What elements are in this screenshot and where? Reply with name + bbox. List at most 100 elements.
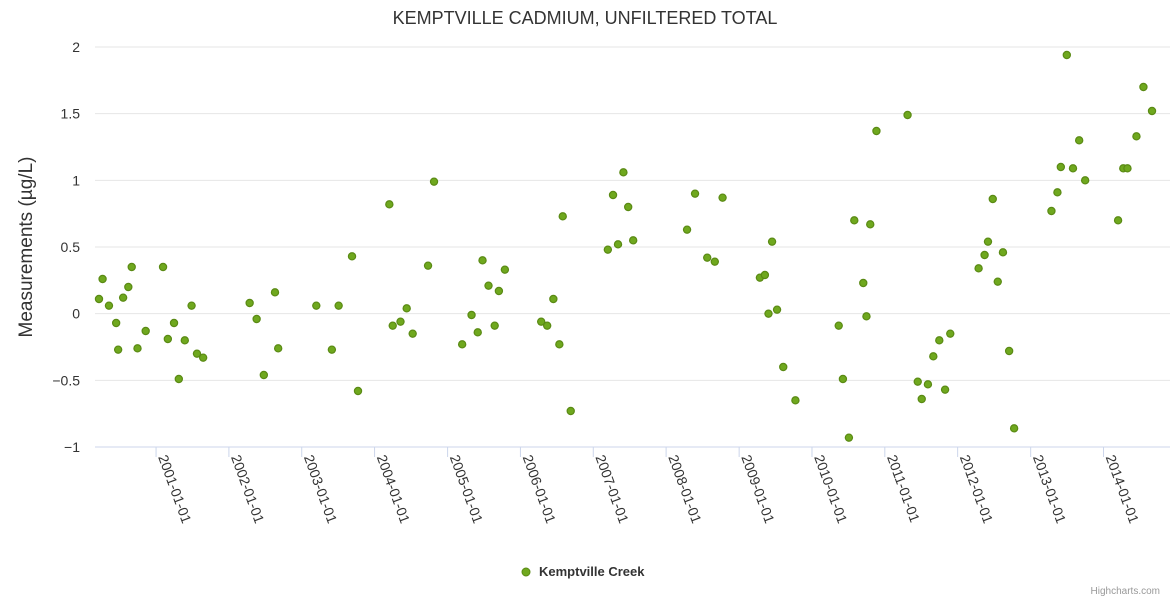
data-point[interactable]	[872, 126, 881, 136]
data-point[interactable]	[862, 312, 871, 321]
data-point[interactable]	[844, 433, 854, 442]
data-point[interactable]	[1074, 136, 1084, 145]
data-point[interactable]	[779, 362, 788, 372]
data-point[interactable]	[312, 301, 321, 310]
data-point[interactable]	[478, 256, 487, 265]
data-point[interactable]	[923, 380, 933, 389]
data-point[interactable]	[347, 252, 357, 261]
data-point[interactable]	[710, 257, 720, 266]
data-point[interactable]	[1068, 164, 1078, 173]
data-point[interactable]	[245, 298, 254, 308]
data-point[interactable]	[198, 353, 208, 362]
data-point[interactable]	[163, 334, 173, 344]
data-point[interactable]	[467, 310, 476, 320]
data-point[interactable]	[192, 349, 202, 358]
data-point[interactable]	[259, 370, 269, 380]
data-point[interactable]	[141, 326, 150, 336]
data-point[interactable]	[760, 270, 770, 280]
data-point[interactable]	[993, 277, 1002, 286]
data-point[interactable]	[1147, 106, 1157, 116]
data-point[interactable]	[772, 305, 782, 314]
data-point[interactable]	[929, 352, 938, 361]
data-point[interactable]	[998, 248, 1008, 257]
data-point[interactable]	[1113, 216, 1123, 225]
data-point[interactable]	[838, 374, 848, 384]
data-point[interactable]	[327, 345, 337, 354]
data-point[interactable]	[764, 309, 773, 318]
data-point[interactable]	[174, 374, 184, 384]
data-point[interactable]	[429, 177, 439, 186]
data-point[interactable]	[98, 274, 107, 284]
data-point[interactable]	[613, 240, 623, 249]
data-point[interactable]	[1062, 50, 1072, 60]
data-point[interactable]	[113, 345, 123, 354]
data-point[interactable]	[94, 294, 104, 304]
data-point[interactable]	[500, 265, 510, 274]
data-point[interactable]	[988, 194, 997, 204]
data-point[interactable]	[767, 237, 777, 246]
data-point[interactable]	[549, 294, 558, 304]
data-point[interactable]	[484, 281, 493, 290]
data-point[interactable]	[913, 377, 922, 386]
data-point[interactable]	[111, 318, 121, 328]
data-point[interactable]	[974, 264, 983, 273]
data-point[interactable]	[273, 344, 283, 353]
data-point[interactable]	[834, 321, 843, 330]
data-point[interactable]	[946, 329, 955, 338]
legend[interactable]: Kemptville Creek	[521, 564, 645, 579]
data-point[interactable]	[127, 262, 136, 272]
data-point[interactable]	[187, 301, 196, 310]
data-point[interactable]	[402, 304, 411, 313]
data-point[interactable]	[1004, 346, 1014, 356]
data-point[interactable]	[396, 317, 405, 326]
data-point[interactable]	[917, 394, 926, 404]
data-point[interactable]	[1047, 206, 1056, 216]
data-point[interactable]	[682, 225, 692, 234]
data-point[interactable]	[169, 318, 179, 328]
data-point[interactable]	[542, 321, 552, 330]
data-point[interactable]	[334, 301, 343, 310]
data-point[interactable]	[457, 340, 467, 349]
data-point[interactable]	[558, 212, 567, 221]
data-point[interactable]	[940, 385, 950, 394]
data-point[interactable]	[603, 245, 613, 254]
legend-label[interactable]: Kemptville Creek	[539, 564, 645, 579]
data-point[interactable]	[903, 110, 912, 120]
data-point[interactable]	[423, 261, 433, 270]
data-point[interactable]	[628, 236, 638, 245]
data-point[interactable]	[983, 237, 993, 246]
data-point[interactable]	[980, 250, 989, 260]
data-point[interactable]	[388, 321, 397, 330]
data-point[interactable]	[1009, 424, 1019, 433]
data-point[interactable]	[859, 278, 868, 288]
data-point[interactable]	[1056, 162, 1066, 172]
data-point[interactable]	[385, 200, 394, 209]
data-point[interactable]	[353, 386, 363, 396]
data-point[interactable]	[619, 168, 628, 177]
data-point[interactable]	[494, 286, 504, 296]
data-point[interactable]	[252, 314, 261, 324]
data-point[interactable]	[850, 216, 859, 225]
data-point[interactable]	[935, 336, 944, 345]
data-point[interactable]	[180, 336, 189, 345]
data-point[interactable]	[866, 220, 875, 229]
credits-link[interactable]: Highcharts.com	[1091, 586, 1160, 597]
data-point[interactable]	[566, 406, 575, 416]
data-point[interactable]	[703, 253, 712, 262]
data-point[interactable]	[124, 282, 133, 292]
data-point[interactable]	[690, 189, 700, 198]
data-point[interactable]	[1080, 176, 1090, 185]
data-point[interactable]	[718, 193, 727, 202]
data-point[interactable]	[270, 288, 280, 297]
data-point[interactable]	[1123, 164, 1132, 173]
data-point[interactable]	[490, 321, 499, 330]
data-point[interactable]	[408, 329, 417, 338]
data-point[interactable]	[555, 340, 564, 349]
data-point[interactable]	[473, 328, 482, 337]
data-point[interactable]	[536, 317, 546, 326]
data-point[interactable]	[623, 202, 633, 212]
data-point[interactable]	[158, 262, 168, 272]
data-point[interactable]	[608, 190, 618, 200]
data-point[interactable]	[133, 344, 142, 353]
data-point[interactable]	[1053, 188, 1062, 197]
